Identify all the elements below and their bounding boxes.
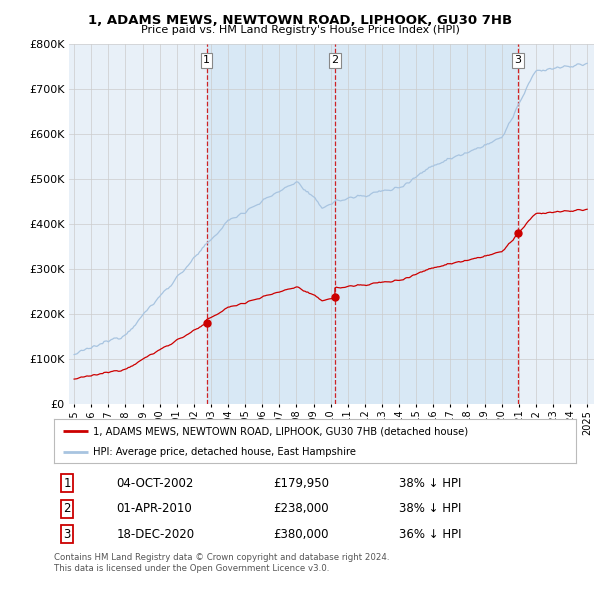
Bar xyxy=(206,44,335,404)
Text: 04-OCT-2002: 04-OCT-2002 xyxy=(116,477,194,490)
Text: 38% ↓ HPI: 38% ↓ HPI xyxy=(398,502,461,516)
Text: This data is licensed under the Open Government Licence v3.0.: This data is licensed under the Open Gov… xyxy=(54,564,329,573)
Text: 1: 1 xyxy=(203,55,210,65)
Text: Price paid vs. HM Land Registry's House Price Index (HPI): Price paid vs. HM Land Registry's House … xyxy=(140,25,460,35)
Text: 01-APR-2010: 01-APR-2010 xyxy=(116,502,193,516)
Text: 2: 2 xyxy=(64,502,71,516)
Text: HPI: Average price, detached house, East Hampshire: HPI: Average price, detached house, East… xyxy=(93,447,356,457)
Text: £380,000: £380,000 xyxy=(273,528,329,541)
Text: 1, ADAMS MEWS, NEWTOWN ROAD, LIPHOOK, GU30 7HB (detached house): 1, ADAMS MEWS, NEWTOWN ROAD, LIPHOOK, GU… xyxy=(93,427,468,436)
Text: 3: 3 xyxy=(64,528,71,541)
Bar xyxy=(335,44,518,404)
Text: 3: 3 xyxy=(515,55,521,65)
Text: 1: 1 xyxy=(64,477,71,490)
Text: 36% ↓ HPI: 36% ↓ HPI xyxy=(398,528,461,541)
Text: Contains HM Land Registry data © Crown copyright and database right 2024.: Contains HM Land Registry data © Crown c… xyxy=(54,553,389,562)
Text: £238,000: £238,000 xyxy=(273,502,329,516)
Text: £179,950: £179,950 xyxy=(273,477,329,490)
Text: 1, ADAMS MEWS, NEWTOWN ROAD, LIPHOOK, GU30 7HB: 1, ADAMS MEWS, NEWTOWN ROAD, LIPHOOK, GU… xyxy=(88,14,512,27)
Text: 2: 2 xyxy=(331,55,338,65)
Text: 18-DEC-2020: 18-DEC-2020 xyxy=(116,528,195,541)
Text: 38% ↓ HPI: 38% ↓ HPI xyxy=(398,477,461,490)
